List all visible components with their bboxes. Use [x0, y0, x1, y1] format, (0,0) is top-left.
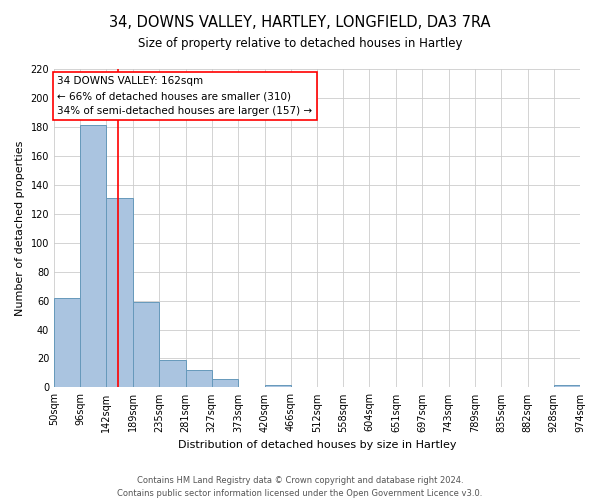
Bar — [265, 384, 291, 388]
Bar — [160, 360, 185, 388]
Bar — [212, 378, 238, 388]
Text: Size of property relative to detached houses in Hartley: Size of property relative to detached ho… — [138, 38, 462, 51]
Text: 34, DOWNS VALLEY, HARTLEY, LONGFIELD, DA3 7RA: 34, DOWNS VALLEY, HARTLEY, LONGFIELD, DA… — [109, 15, 491, 30]
Bar — [106, 198, 133, 388]
Text: 34 DOWNS VALLEY: 162sqm
← 66% of detached houses are smaller (310)
34% of semi-d: 34 DOWNS VALLEY: 162sqm ← 66% of detache… — [58, 76, 313, 116]
Bar — [554, 384, 580, 388]
Bar — [54, 298, 80, 388]
Text: Contains HM Land Registry data © Crown copyright and database right 2024.
Contai: Contains HM Land Registry data © Crown c… — [118, 476, 482, 498]
Bar — [185, 370, 212, 388]
Bar — [133, 302, 160, 388]
X-axis label: Distribution of detached houses by size in Hartley: Distribution of detached houses by size … — [178, 440, 456, 450]
Y-axis label: Number of detached properties: Number of detached properties — [15, 140, 25, 316]
Bar — [80, 126, 106, 388]
